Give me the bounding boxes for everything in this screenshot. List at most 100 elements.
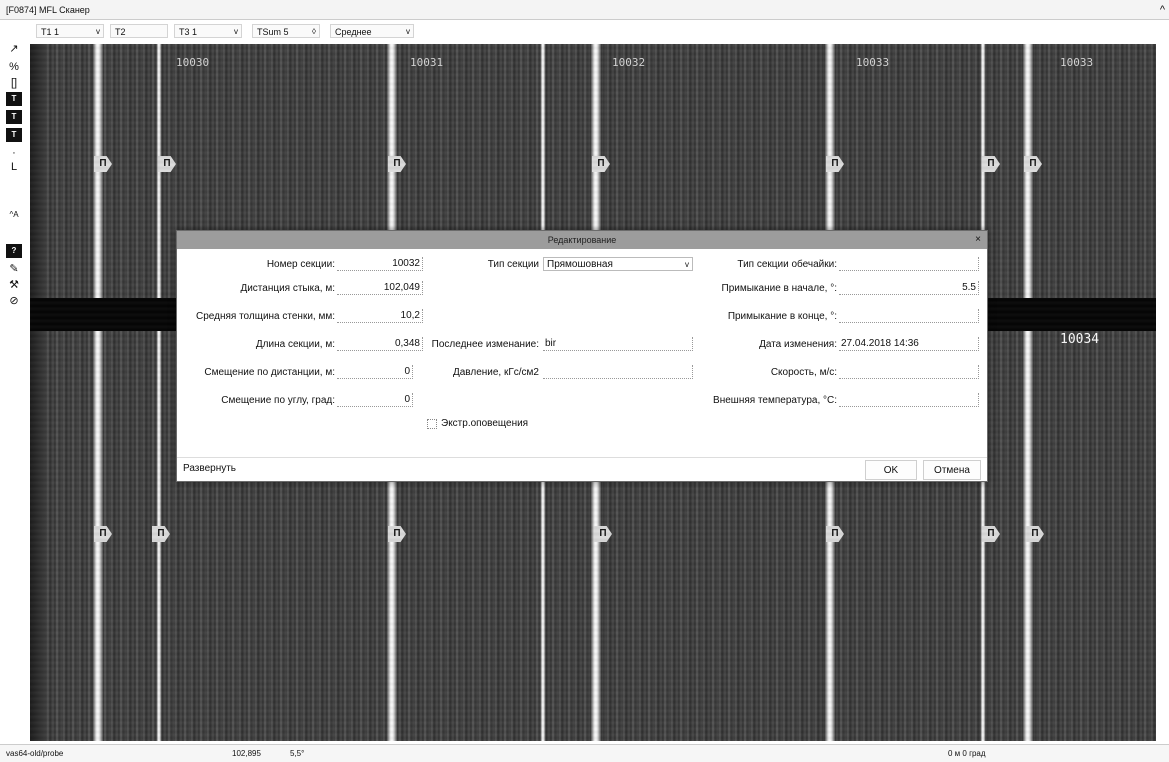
channel-t1-select[interactable]: T1 1 v xyxy=(36,24,104,38)
stop-icon[interactable]: ⊘ xyxy=(9,295,19,307)
weld-marker[interactable]: П xyxy=(982,526,1000,542)
cancel-button[interactable]: Отмена xyxy=(923,460,981,480)
tool-box-1-icon[interactable]: T xyxy=(6,92,22,106)
section-label: 10032 xyxy=(612,56,646,69)
section-length-field[interactable]: 0,348 xyxy=(337,337,423,351)
weld-line xyxy=(156,44,162,741)
weld-marker[interactable]: П xyxy=(1026,526,1044,542)
speed-field[interactable] xyxy=(839,365,979,379)
tool-box-3-icon[interactable]: T xyxy=(6,128,22,142)
status-bar: vas64-old/probe 102,895 5,5° 0 м 0 град xyxy=(0,744,1169,762)
section-label: 10033 xyxy=(1060,56,1094,69)
external-temp-label: Внешняя температура, °С: xyxy=(713,395,837,406)
adjacency-end-field[interactable] xyxy=(839,309,979,323)
expand-button[interactable]: Развернуть xyxy=(183,463,237,474)
status-angle: 5,5° xyxy=(290,749,305,758)
pressure-field[interactable] xyxy=(543,365,693,379)
section-label: 10030 xyxy=(176,56,210,69)
weld-marker[interactable]: П xyxy=(388,156,406,172)
weld-marker[interactable]: П xyxy=(94,156,112,172)
extra-alerts-checkbox[interactable] xyxy=(427,419,437,429)
angle-offset-field[interactable]: 0 xyxy=(337,393,413,407)
channel-t2-value: T2 xyxy=(115,27,126,37)
channel-t1-value: T1 1 xyxy=(41,27,60,37)
close-icon[interactable]: × xyxy=(975,234,981,245)
channel-t3-value: T3 1 xyxy=(179,27,198,37)
last-change-label: Последнее изменание: xyxy=(431,339,539,350)
mode-select[interactable]: Среднее v xyxy=(330,24,414,38)
weld-line xyxy=(92,44,104,741)
dot-icon[interactable]: · xyxy=(12,147,16,159)
section-length-label: Длина секции, м: xyxy=(255,339,335,350)
status-path: vas64-old/probe xyxy=(6,749,64,758)
section-label: 10031 xyxy=(410,56,444,69)
mode-value: Среднее xyxy=(335,27,372,37)
ok-button[interactable]: OK xyxy=(865,460,917,480)
status-position: 0 м 0 град xyxy=(948,749,986,758)
speed-label: Скорость, м/с: xyxy=(770,367,837,378)
weld-marker[interactable]: П xyxy=(1024,156,1042,172)
section-number-field[interactable]: 10032 xyxy=(337,257,423,271)
change-date-label: Дата изменения: xyxy=(759,339,837,350)
weld-marker[interactable]: П xyxy=(152,526,170,542)
shell-type-field[interactable] xyxy=(839,257,979,271)
tool-box-2-icon[interactable]: T xyxy=(6,110,22,124)
weld-marker[interactable]: П xyxy=(158,156,176,172)
window-control-icon[interactable]: ^ xyxy=(1159,4,1165,16)
spin-icon: ◊ xyxy=(312,27,316,36)
title-bar: [F0874] MFL Сканер ^ xyxy=(0,0,1169,20)
weld-marker[interactable]: П xyxy=(94,526,112,542)
weld-marker[interactable]: П xyxy=(826,156,844,172)
weld-marker[interactable]: П xyxy=(594,526,612,542)
status-distance: 102,895 xyxy=(232,749,261,758)
left-toolbar: ↗ % [] T T T · L ^A ? ✎ ⚒ ⊘ xyxy=(0,42,28,742)
external-temp-field[interactable] xyxy=(839,393,979,407)
percent-icon[interactable]: % xyxy=(9,61,19,73)
section-type-select[interactable]: Прямошовная v xyxy=(543,257,693,271)
angle-offset-label: Смещение по углу, град: xyxy=(221,395,335,406)
chevron-down-icon: v xyxy=(685,260,689,269)
chevron-down-icon: v xyxy=(96,27,100,36)
channel-t3-select[interactable]: T3 1 v xyxy=(174,24,242,38)
chevron-down-icon: v xyxy=(234,27,238,36)
change-date-field[interactable]: 27.04.2018 14:36 xyxy=(839,337,979,351)
channel-tsum-value: TSum 5 xyxy=(257,27,289,37)
weld-marker[interactable]: П xyxy=(388,526,406,542)
section-type-label: Тип секции xyxy=(487,259,539,270)
small-text-icon[interactable]: ^A xyxy=(9,210,19,219)
pen-icon[interactable]: ✎ xyxy=(9,263,19,275)
dialog-title: Редактирование xyxy=(177,231,987,249)
last-change-field[interactable]: bir xyxy=(543,337,693,351)
question-icon[interactable]: ? xyxy=(6,244,22,258)
edit-section-dialog: Редактирование × Номер секции: 10032 Дис… xyxy=(176,230,988,482)
avg-wall-label: Средняя толщина стенки, мм: xyxy=(195,311,335,322)
adjacency-start-field[interactable]: 5.5 xyxy=(839,281,979,295)
channel-toolbar: T1 1 v T2 T3 1 v TSum 5 ◊ Среднее v xyxy=(30,22,1150,42)
shell-type-label: Тип секции обечайки: xyxy=(737,259,837,270)
distance-offset-label: Смещение по дистанции, м: xyxy=(204,367,335,378)
joint-distance-field[interactable]: 102,049 xyxy=(337,281,423,295)
joint-distance-label: Дистанция стыка, м: xyxy=(240,283,335,294)
section-type-value: Прямошовная xyxy=(547,259,613,270)
section-label: 10033 xyxy=(856,56,890,69)
channel-tsum-stepper[interactable]: TSum 5 ◊ xyxy=(252,24,320,38)
channel-t2-select[interactable]: T2 xyxy=(110,24,168,38)
section-number-label: Номер секции: xyxy=(266,259,335,270)
extra-alerts-label: Экстр.оповещения xyxy=(441,418,529,429)
weld-marker[interactable]: П xyxy=(826,526,844,542)
wrench-icon[interactable]: ⚒ xyxy=(9,279,19,291)
depth-ruler xyxy=(30,44,46,741)
dialog-footer: Развернуть OK Отмена xyxy=(177,457,987,482)
weld-marker[interactable]: П xyxy=(592,156,610,172)
pointer-icon[interactable]: ↗ xyxy=(9,43,19,55)
chevron-down-icon: v xyxy=(406,27,410,36)
l-marker-icon[interactable]: L xyxy=(10,161,18,173)
section-label-10034: 10034 xyxy=(1060,332,1100,347)
adjacency-start-label: Примыкание в начале, °: xyxy=(721,283,837,294)
pressure-label: Давление, кГс/см2 xyxy=(452,367,539,378)
bracket-icon[interactable]: [] xyxy=(10,77,18,89)
avg-wall-field[interactable]: 10,2 xyxy=(337,309,423,323)
weld-marker[interactable]: П xyxy=(982,156,1000,172)
distance-offset-field[interactable]: 0 xyxy=(337,365,413,379)
weld-line xyxy=(1022,44,1034,741)
